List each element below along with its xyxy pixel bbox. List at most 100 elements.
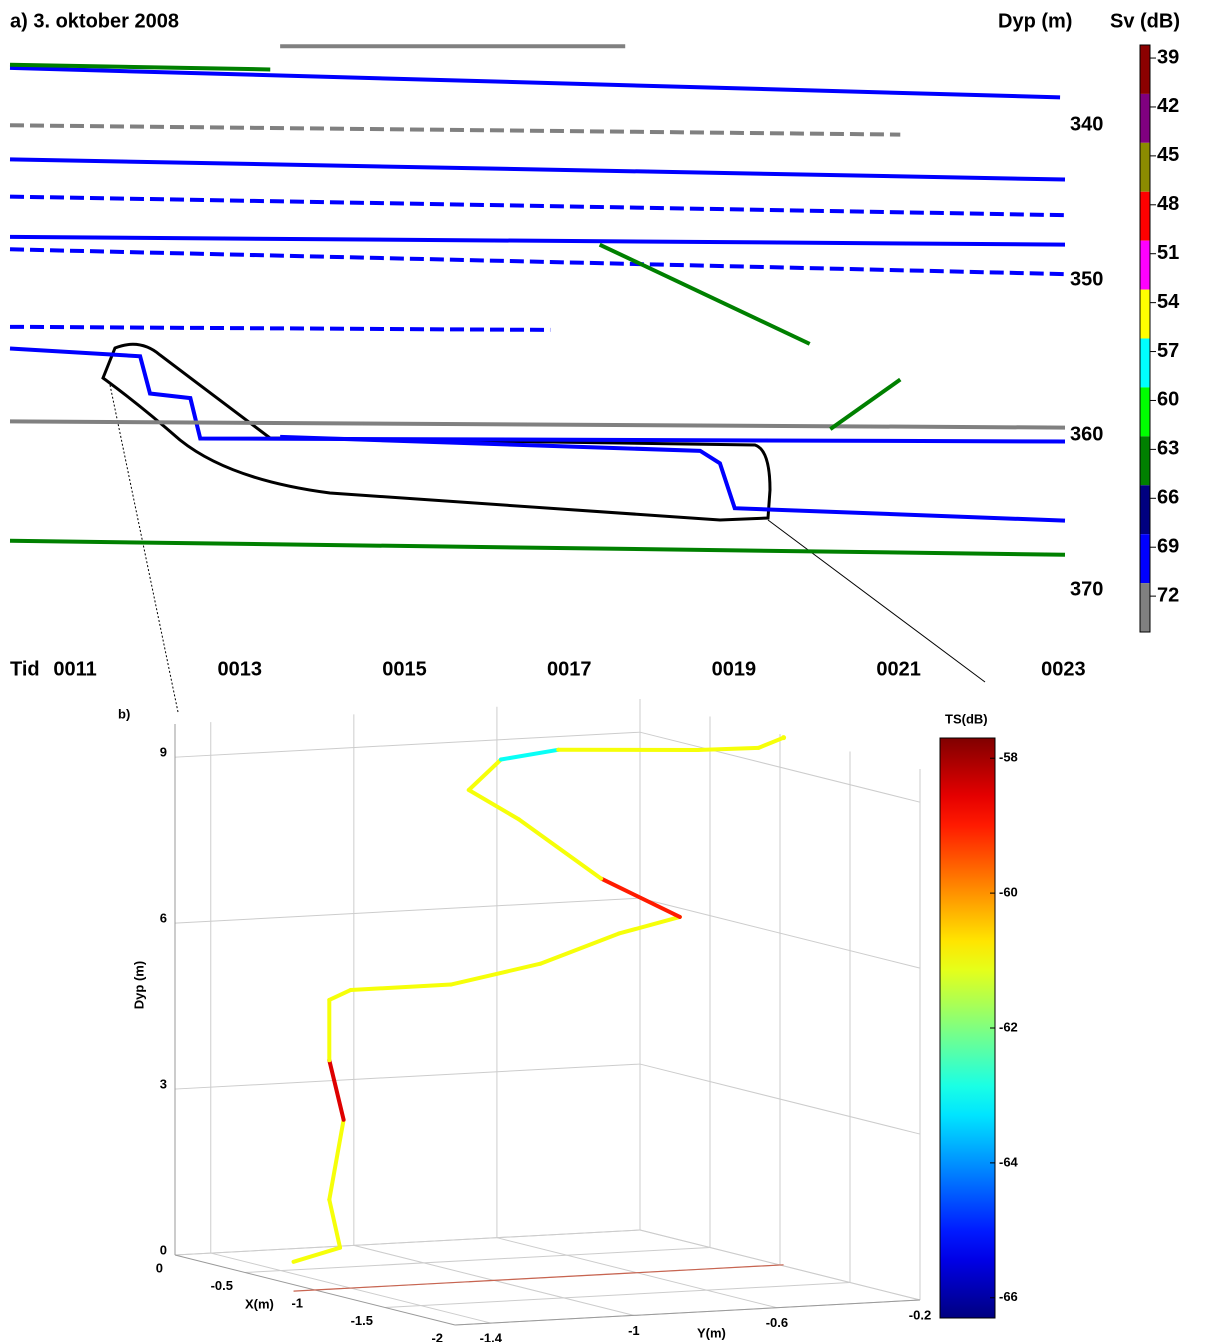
colorbar-tick-label: -58 — [999, 750, 1018, 765]
x-tick-label: 0023 — [1041, 658, 1086, 680]
track-segment — [291, 1245, 343, 1264]
x-tick-label: 0 — [156, 1260, 163, 1275]
track-segment — [516, 817, 604, 881]
track-segment — [466, 788, 521, 822]
z-tick-label: 3 — [160, 1077, 167, 1092]
grid-line — [174, 1229, 641, 1256]
colorbar-tick-label: 51 — [1157, 242, 1179, 264]
x-tick-label: 0021 — [876, 658, 921, 680]
y-tick-label: -0.6 — [766, 1315, 788, 1330]
echo-trace — [829, 377, 902, 431]
echo-trace — [9, 419, 1066, 430]
colorbar-tick-label: -62 — [999, 1019, 1018, 1034]
colorbar-segment — [1140, 191, 1150, 241]
echo-trace — [9, 324, 551, 332]
colorbar-tick-label: 69 — [1157, 535, 1179, 557]
panel-b-title: b) — [118, 706, 130, 721]
colorbar-tick-label: -66 — [999, 1289, 1018, 1304]
zoom-line — [767, 519, 986, 683]
colorbar-tick-label: 39 — [1157, 46, 1179, 68]
ts-colorbar-label: TS(dB) — [945, 711, 988, 726]
selection-outline — [101, 342, 772, 522]
z-tick-label: 6 — [160, 911, 167, 926]
colorbar-tick-label: 66 — [1157, 487, 1179, 509]
grid-line — [174, 897, 641, 924]
colorbar-segment — [1140, 45, 1150, 94]
grid-line — [174, 731, 641, 758]
colorbar-segment — [1140, 485, 1150, 535]
x-tick-label: -1 — [291, 1295, 303, 1310]
colorbar-tick-label: 54 — [1157, 291, 1180, 313]
axis-edge — [454, 1299, 921, 1326]
echo-trace — [280, 434, 1066, 523]
zoom-line — [109, 384, 179, 713]
track-segment — [617, 914, 682, 936]
echo-trace — [9, 538, 1066, 557]
echo-trace — [9, 123, 901, 137]
track-segment — [327, 987, 353, 1002]
x-tick-label: -1.5 — [351, 1313, 373, 1328]
x-tick-label: 0017 — [547, 658, 592, 680]
track-segment — [327, 1058, 346, 1122]
grid-line — [244, 1247, 711, 1273]
track-segment — [695, 745, 761, 753]
colorbar-tick-label: 45 — [1157, 144, 1179, 166]
y-tick-label: 350 — [1070, 269, 1103, 291]
track-segment — [599, 876, 682, 919]
colorbar-segment — [1140, 583, 1150, 632]
y-tick-label: -1 — [628, 1323, 640, 1338]
colorbar-tick-label: 60 — [1157, 389, 1179, 411]
y-tick-label: 340 — [1070, 114, 1103, 136]
floor-projection — [293, 1264, 784, 1292]
track-segment — [466, 757, 503, 793]
colorbar — [939, 737, 996, 1319]
x-tick-label: 0013 — [218, 658, 263, 680]
colorbar-tick-label: 63 — [1157, 438, 1179, 460]
x-tick-label: -0.5 — [211, 1278, 233, 1293]
y-axis-label: Y(m) — [697, 1325, 726, 1340]
colorbar-tick-label: 42 — [1157, 95, 1179, 117]
z-tick-label: 0 — [160, 1242, 167, 1257]
y-tick-label: 370 — [1070, 579, 1103, 601]
echo-trace — [9, 234, 1066, 247]
echo-trace — [9, 157, 1066, 182]
x-tick-label: 0015 — [382, 658, 427, 680]
time-axis-label: Tid — [10, 658, 40, 680]
track-segment — [327, 1197, 343, 1250]
depth-axis-label: Dyp (m) — [998, 10, 1072, 32]
track-point — [781, 735, 787, 741]
x-tick-label: -2 — [431, 1330, 443, 1342]
z-tick-label: 9 — [160, 745, 167, 760]
echogram-title: a) 3. oktober 2008 — [10, 10, 179, 32]
x-tick-label: 0011 — [53, 658, 96, 680]
colorbar-segment — [1140, 387, 1150, 437]
colorbar-segment — [1140, 240, 1150, 290]
track-segment — [348, 982, 453, 992]
colorbar-segment — [1140, 436, 1150, 486]
y-tick-label: -1.4 — [480, 1331, 503, 1342]
x-tick-label: 0019 — [712, 658, 757, 680]
colorbar-segment — [1140, 289, 1150, 339]
grid-line — [384, 1282, 851, 1308]
colorbar-tick-label: 57 — [1157, 340, 1179, 362]
colorbar-segment — [1140, 142, 1150, 192]
echo-trace — [9, 247, 1066, 277]
y-tick-label: -0.2 — [909, 1307, 931, 1322]
colorbar-segment — [1140, 93, 1150, 143]
colorbar-frame — [1139, 44, 1151, 633]
grid-line — [639, 897, 921, 969]
colorbar-tick-label: -64 — [999, 1154, 1019, 1169]
grid-line — [639, 731, 921, 803]
echo-trace — [9, 194, 1066, 218]
sv-colorbar-label: Sv (dB) — [1110, 10, 1180, 32]
colorbar-tick-label: 48 — [1157, 193, 1179, 215]
colorbar-tick-label: 72 — [1157, 584, 1179, 606]
y-tick-label: 360 — [1070, 424, 1103, 446]
colorbar-tick-label: -60 — [999, 885, 1018, 900]
x-axis-label: X(m) — [245, 1296, 274, 1311]
colorbar-segment — [1140, 534, 1150, 584]
track-segment — [756, 735, 786, 750]
echo-trace — [9, 65, 1061, 100]
grid-line — [639, 1063, 921, 1135]
